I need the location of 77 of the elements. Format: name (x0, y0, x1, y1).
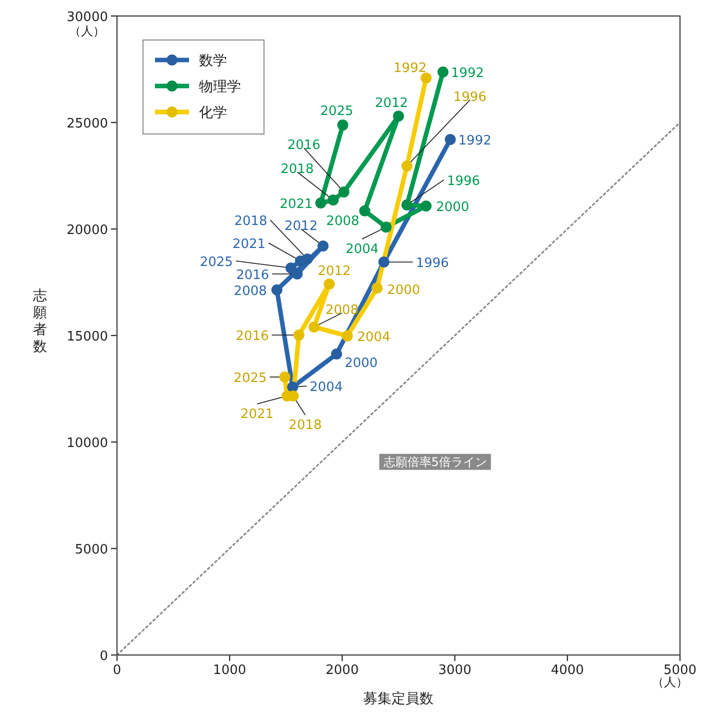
annotation: 2025 (320, 104, 354, 120)
point (271, 284, 282, 296)
y-tick-label: 5000 (74, 542, 108, 558)
point (318, 240, 329, 252)
annotation: 2025 (234, 371, 267, 386)
annotation: 2021 (232, 236, 266, 252)
point (287, 382, 298, 393)
annotation: 2004 (346, 242, 379, 258)
annotation: 1992 (450, 66, 484, 82)
point (420, 72, 432, 84)
text: （人） (69, 24, 105, 38)
point (401, 160, 412, 172)
annotation: 2004 (310, 380, 343, 396)
x-axis-title: 募集定員数 (364, 691, 434, 707)
point (315, 198, 326, 209)
point (437, 66, 448, 78)
point (337, 120, 348, 131)
point (401, 199, 412, 210)
text: （人） (652, 675, 688, 689)
annotation: 2008 (326, 214, 360, 229)
point (308, 321, 320, 332)
point (331, 348, 342, 360)
point (380, 222, 392, 233)
point (295, 255, 306, 266)
annotation: 2008 (234, 284, 267, 299)
note: 志願倍率5倍ライン (379, 454, 491, 470)
y-tick-label: 15000 (66, 330, 108, 344)
annotation: 2018 (280, 162, 314, 178)
point (328, 194, 339, 206)
annotation: 2012 (318, 264, 351, 279)
x-tick-label: 1000 (213, 663, 246, 678)
y-axis-title: 志願者数 (33, 288, 47, 355)
annotation: 1996 (453, 90, 486, 105)
legend-label: 化学 (199, 105, 227, 121)
annotation: 2018 (234, 214, 268, 230)
point (444, 134, 456, 146)
annotation: 2000 (436, 200, 470, 215)
annotation: 1996 (446, 174, 480, 189)
annotation: 1992 (458, 134, 492, 149)
point (338, 186, 350, 198)
y-tick-label: 20000 (66, 223, 108, 238)
point (393, 110, 404, 122)
y-tick-label: 0 (100, 649, 108, 664)
annotation: 2012 (284, 219, 318, 234)
x-tick-label: 4000 (550, 663, 584, 678)
annotation: 2000 (387, 283, 420, 298)
y-tick-label: 30000 (66, 10, 108, 25)
y-tick-label: 25000 (66, 116, 108, 132)
legend-label: 数学 (199, 53, 227, 69)
annotation: 2016 (236, 329, 269, 344)
annotation: 1992 (394, 60, 427, 76)
point (372, 282, 383, 294)
x-tick-label: 3000 (438, 663, 472, 678)
annotation: 志願倍率5倍ライン (383, 454, 487, 469)
point (378, 256, 390, 268)
x-tick-label: 5000 (663, 663, 697, 678)
annotation: 2016 (287, 138, 320, 153)
legend-label: 物理学 (199, 79, 241, 95)
x-tick-label: 2000 (326, 663, 359, 678)
point (342, 330, 353, 342)
annotation: 2012 (374, 96, 408, 112)
annotation: 2018 (288, 418, 322, 433)
annotation: 2000 (344, 356, 378, 372)
annotation: 2004 (357, 330, 390, 345)
point (420, 200, 432, 212)
point (359, 205, 370, 216)
annotation: 2025 (200, 254, 233, 270)
point (293, 330, 304, 341)
point (279, 372, 290, 383)
annotation: 2016 (236, 268, 270, 283)
annotation: 2021 (240, 406, 274, 422)
x-tick-label: 0 (112, 663, 122, 678)
point (285, 262, 296, 274)
point (324, 278, 335, 290)
y-tick-label: 10000 (66, 436, 108, 451)
annotation: 1996 (416, 256, 449, 272)
annotation: 2021 (280, 197, 313, 212)
